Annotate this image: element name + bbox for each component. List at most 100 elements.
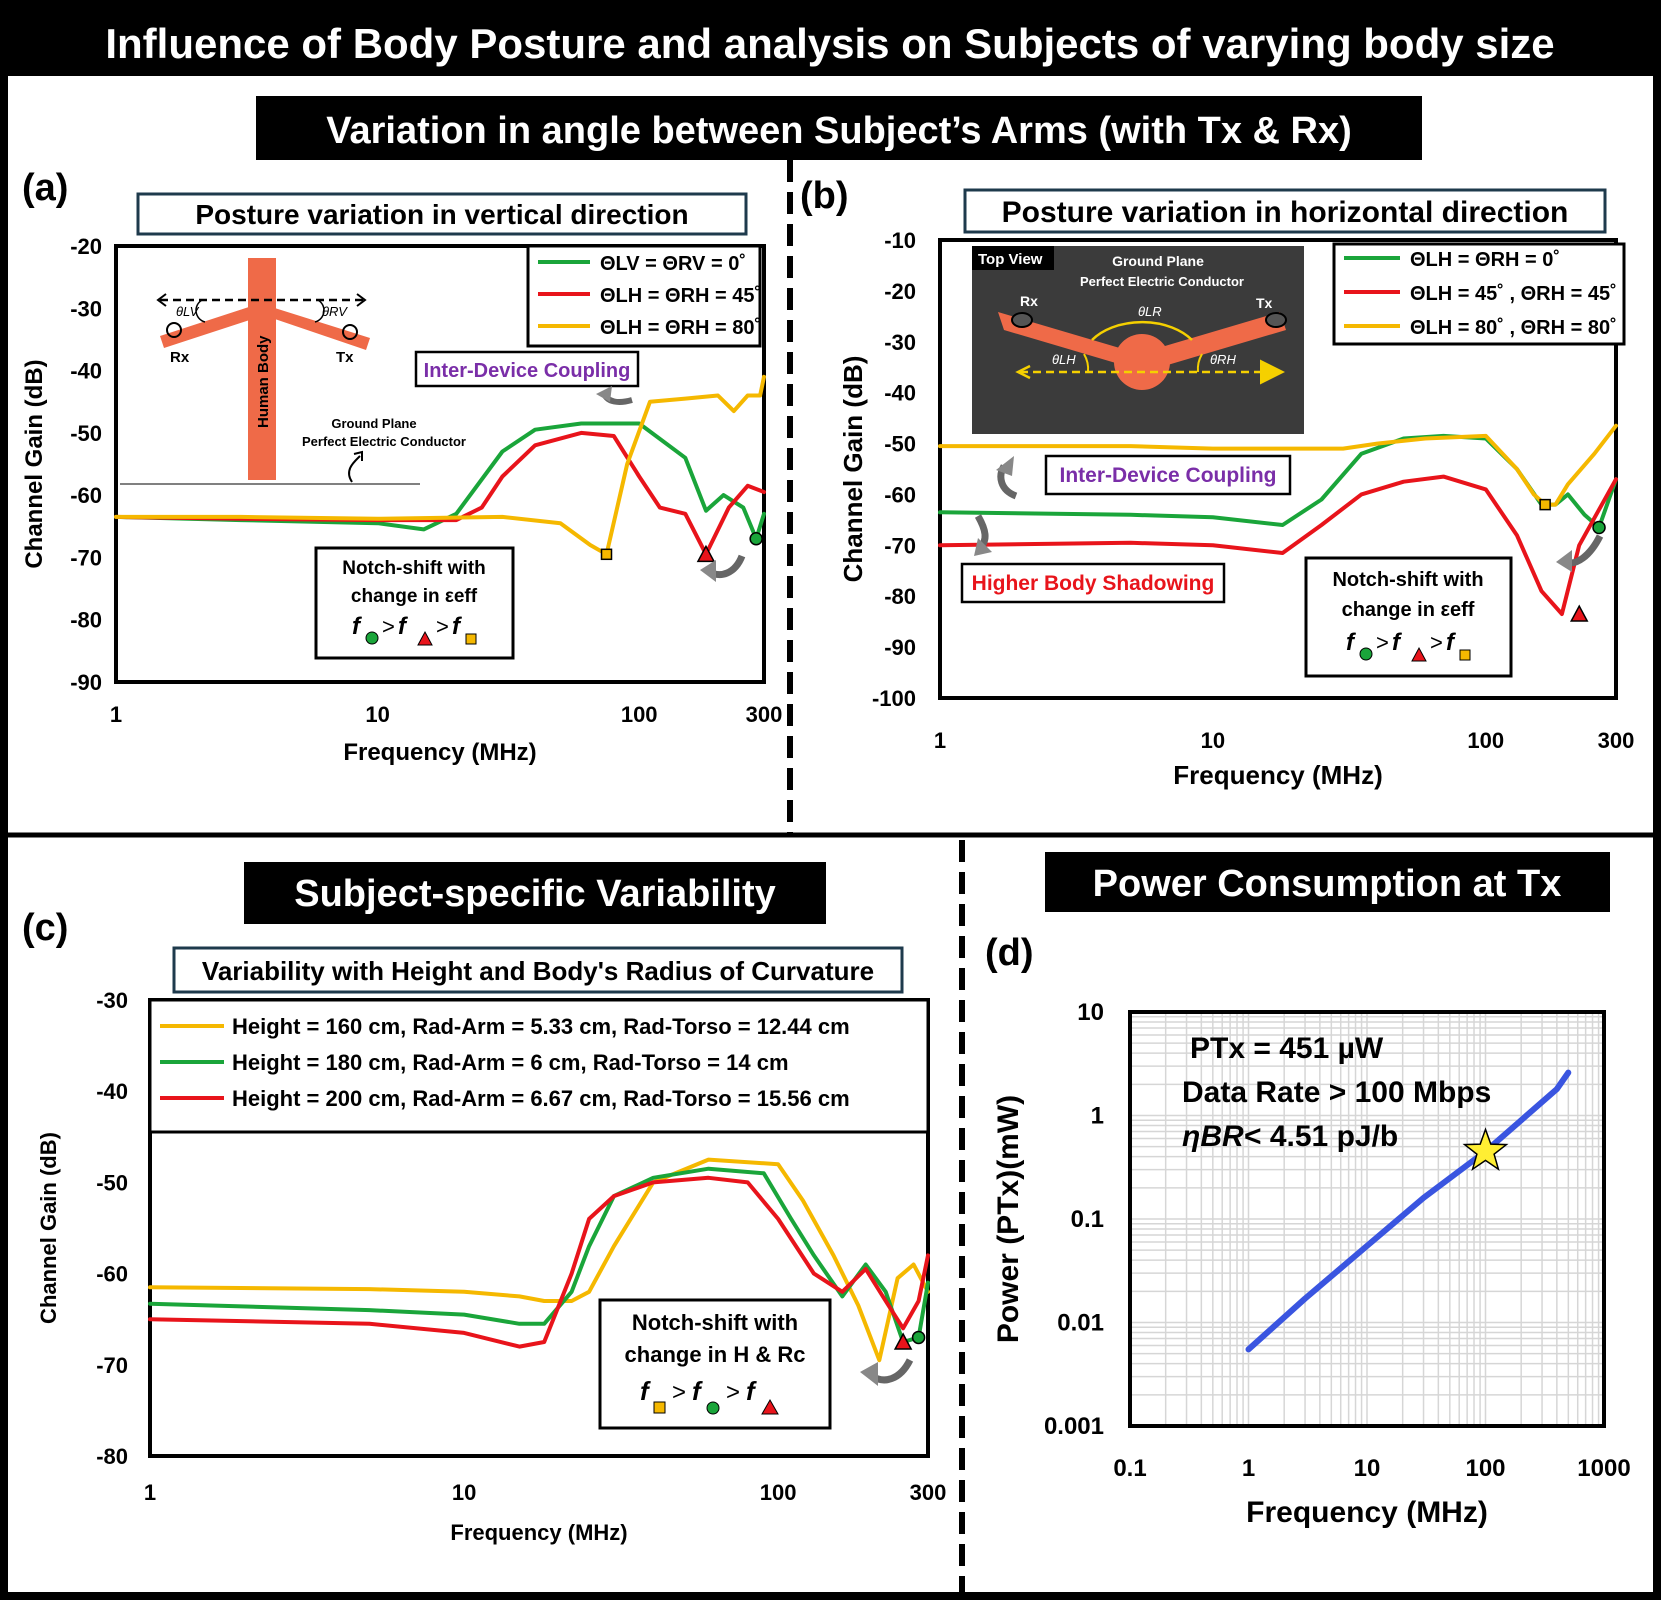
notch-c-circle [706,1401,720,1415]
notch-a-order: f > f > f [352,613,477,646]
plot-c-series-1-marker [911,1330,926,1345]
coupling-arrowhead-a [596,386,612,402]
legend-a-item-1: ΘLH = ΘRH = 45˚ [600,284,761,307]
plot-a-ytick-label: -80 [70,608,102,633]
notch-c-triangle [761,1398,779,1415]
rx-label-b: Rx [1020,293,1038,309]
plot-c-xlabel: Frequency (MHz) [450,1520,627,1545]
plot-b-ytick-label: -30 [884,330,916,355]
plot-a-series-0-marker [749,531,763,546]
panel-b-subtitle: Posture variation in horizontal directio… [1002,196,1569,229]
notch-arrowhead-b [1556,550,1572,572]
plot-d-ytick-label: 0.1 [1071,1206,1104,1233]
notch-a-line1: Notch-shift with [342,558,486,579]
plot-b-xtick-label: 1 [934,728,946,753]
right-arm-top [1138,312,1286,372]
plot-a-ylabel: Channel Gain (dB) [21,359,48,568]
theta-rh-label: θRH [1210,352,1236,367]
legend-a-item-2: ΘLH = ΘRH = 80˚ [600,316,761,339]
plot-a-ytick-label: -50 [70,421,102,446]
plot-a-axes: -20 -30 -40 -50 -60 -70 -80 -90 1 10 100 300 Frequen… [21,234,782,766]
plot-b-xtick-label: 300 [1598,728,1635,753]
plot-a-series-2-marker [600,548,613,561]
notch-a-triangle [417,630,433,646]
plot-b-ytick-label: -20 [884,279,916,304]
plot-c-ytick-label: -70 [96,1353,128,1378]
plot-a-ytick-label: -60 [70,483,102,508]
plot-a-xtick-label: 100 [621,702,658,727]
panel-a-subtitle-box [136,192,748,236]
coupling-arrowhead-b [996,456,1014,476]
ground-arrow-a [348,455,361,483]
coupling-box-b [1044,454,1292,496]
plot-c-series-0-line [148,1157,930,1363]
notch-b-square [1459,649,1471,661]
plot-d-series-0-line [1245,1069,1572,1353]
coupling-box-a [414,350,640,388]
legend-b-item-2: ΘLH = 80˚ , ΘRH = 80˚ [1410,316,1617,339]
theta-rv-label: θRV [322,304,348,319]
plot-b-ytick-label: -60 [884,482,916,507]
notch-arrowhead-c [860,1362,878,1386]
notch-b-gt1: > [1376,630,1389,655]
panel-d-label: (d) [985,932,1034,974]
plot-b-xtick-label: 10 [1201,728,1225,753]
reference-axis-b-left [1015,364,1031,380]
shadow-arrowhead-b [974,538,992,556]
panel-c-subtitle-box [172,946,904,994]
plot-b-frame [938,238,1618,700]
notch-a-f3: f [452,613,462,640]
plot-a: -20 -30 -40 -50 -60 -70 -80 -90 1 10 100 300 Frequen… [21,234,782,766]
panel-b-label: (b) [800,175,849,217]
plot-b-series-2-marker [1539,498,1551,511]
plot-d: 10 1 0.1 0.01 0.001 0.1 1 10 100 1000 Frequency (M… [992,999,1631,1529]
plot-a-series-1-marker [696,544,716,563]
tx-device-a [342,324,358,340]
plot-c-xtick-label: 300 [910,1480,947,1505]
plot-a-ytick-label: -40 [70,359,102,384]
shadow-label-b: Higher Body Shadowing [972,572,1215,595]
plot-b-ytick-label: -90 [884,635,916,660]
human-body-label: Human Body [255,335,272,428]
legend-b-item-1: ΘLH = 45˚ , ΘRH = 45˚ [1410,282,1617,305]
plot-c-xtick-label: 1 [144,1480,156,1505]
plot-b-axes: -10 -20 -30 -40 -50 -60 -70 -80 -90 -100 1 10 100 300… [838,228,1634,790]
plot-c-xtick-label: 100 [760,1480,797,1505]
plot-a-xtick-label: 1 [110,702,122,727]
plot-d-xtick-label: 0.1 [1113,1455,1146,1482]
top-view-label: Top View [978,251,1043,268]
plot-d-ytick-label: 10 [1077,999,1104,1026]
plot-b-xtick-label: 100 [1467,728,1504,753]
theta-lr-arc [1091,320,1193,341]
notch-b-f3: f [1446,629,1456,656]
plot-c-lines [148,1157,930,1363]
plot-a-lines [114,374,766,563]
eta-symbol: ηBR [1182,1120,1244,1153]
plot-a-ytick-label: -70 [70,545,102,570]
plot-d-xlabel: Frequency (MHz) [1246,1496,1488,1529]
legend-c-item-1: Height = 180 cm, Rad-Arm = 6 cm, Rad-Tor… [232,1050,789,1075]
torso-top [1114,334,1170,390]
notch-a-square [465,633,477,645]
notch-b-line2: change in εeff [1342,599,1475,621]
pec-b: Perfect Electric Conductor [1080,274,1244,289]
banner-c-box [244,862,826,924]
main-title: Influence of Body Posture and analysis o… [105,20,1554,67]
plot-c-ytick-label: -60 [96,1262,128,1287]
notch-b-f1: f [1346,629,1356,656]
plot-a-frame [114,244,766,684]
ptx-text: PTx = 451 µW [1190,1032,1384,1065]
notch-c-order: f > f > f [640,1376,779,1415]
arrow-left-a [156,293,167,307]
plot-b-ytick-label: -10 [884,228,916,253]
theta-lv-arc [195,299,206,323]
notch-a-f2: f [398,613,408,640]
plot-d-ytick-label: 0.001 [1044,1413,1104,1440]
plot-c-ytick-label: -40 [96,1079,128,1104]
legend-c: Height = 160 cm, Rad-Arm = 5.33 cm, Rad-… [148,998,930,1134]
plot-b: -10 -20 -30 -40 -50 -60 -70 -80 -90 -100 1 10 100 300… [838,228,1634,790]
plot-d-axes: 10 1 0.1 0.01 0.001 0.1 1 10 100 1000 Frequency (M… [992,999,1631,1529]
plot-d-lines [1245,1069,1572,1353]
plot-a-xtick-label: 10 [365,702,389,727]
plot-b-ytick-label: -70 [884,533,916,558]
